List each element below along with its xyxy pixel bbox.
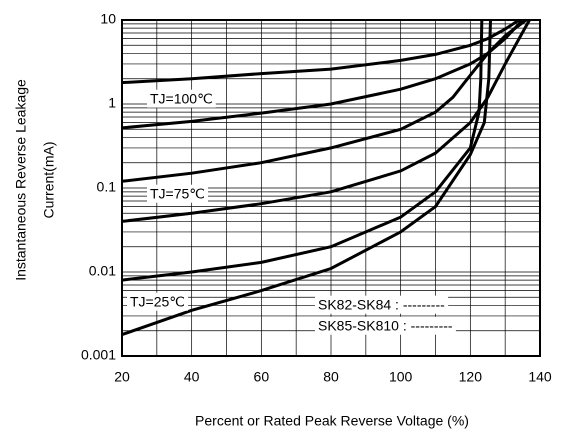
curve: [121, 18, 520, 85]
y-tick-label: 1: [108, 95, 116, 111]
x-tick-label: 40: [184, 369, 200, 385]
curve: [121, 19, 492, 337]
x-tick-label: 60: [254, 369, 270, 385]
annotation-bg: [147, 89, 216, 108]
x-axis-label: Percent or Rated Peak Reverse Voltage (%…: [195, 413, 469, 429]
y-tick-label: 0.001: [81, 347, 116, 363]
x-tick-label: 80: [323, 369, 339, 385]
x-tick-label: 140: [528, 369, 552, 385]
plot-frame: [121, 19, 541, 357]
y-tick-label: 0.01: [89, 263, 116, 279]
x-tick-label: 120: [459, 369, 483, 385]
x-tick-label: 20: [114, 369, 130, 385]
annotation: TJ=25℃: [130, 294, 185, 310]
y-tick-label: 10: [100, 11, 116, 27]
y-axis-label: Instantaneous Reverse Leakage: [13, 79, 29, 281]
curve: [121, 19, 484, 282]
y-tick-label: 0.1: [97, 179, 117, 195]
annotation-bg: [127, 292, 189, 311]
x-tick-label: 100: [389, 369, 413, 385]
y-axis-label: Current(mA): [41, 141, 57, 218]
annotation: TJ=75℃: [150, 186, 205, 202]
annotation: TJ=100℃: [150, 91, 213, 107]
annotation: SK85-SK810 : ---------: [318, 318, 453, 334]
annotation-bg: [315, 316, 456, 335]
annotation-bg: [147, 184, 209, 203]
curve: [121, 19, 531, 223]
curve: [121, 18, 528, 183]
annotation: SK82-SK84 : ---------: [318, 297, 445, 313]
annotation-bg: [315, 295, 449, 314]
curve: [121, 18, 524, 130]
